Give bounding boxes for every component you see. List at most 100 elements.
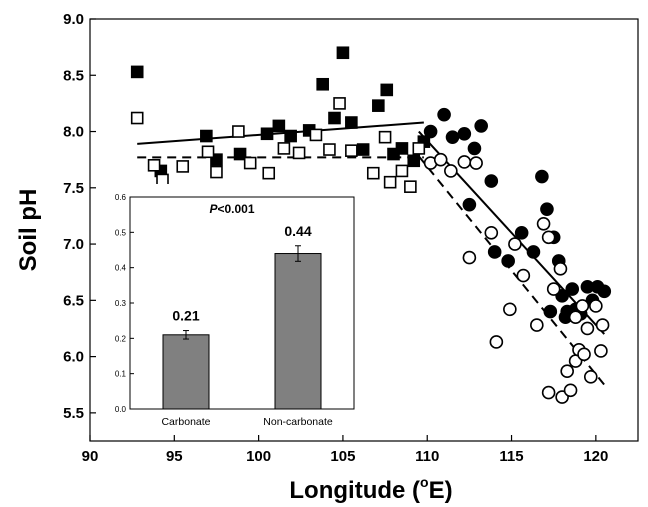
filled-circle-point: [501, 254, 515, 268]
open-square-point: [345, 144, 358, 157]
open-square-point: [176, 160, 190, 173]
filled-square-point: [345, 116, 358, 129]
x-tick-label: 115: [499, 448, 523, 465]
inset-background: [111, 184, 373, 417]
open-circle-point: [577, 347, 591, 362]
bar-data-label: 0.44: [284, 223, 311, 239]
inset-y-tick-label: 0.2: [115, 334, 127, 343]
open-square-point: [147, 158, 161, 172]
x-axis-title-main: Longitude (: [289, 477, 420, 504]
open-circle-point: [530, 318, 544, 332]
filled-circle-point: [526, 245, 541, 259]
filled-square-point: [200, 129, 213, 143]
x-axis-title: Longitude (oE): [289, 474, 452, 504]
open-square-point: [156, 173, 169, 187]
open-circle-point: [462, 250, 477, 265]
filled-square-point: [284, 129, 297, 143]
x-axis-title-degree: o: [420, 474, 429, 490]
open-circle-point: [457, 155, 472, 169]
open-square-point: [232, 125, 245, 138]
y-tick-label: 7.5: [63, 180, 84, 197]
open-square-point: [243, 156, 257, 170]
p-value-threshold: <0.001: [217, 202, 254, 216]
inset-y-tick-label: 0.3: [115, 299, 127, 308]
p-value-letter: P: [209, 202, 218, 216]
main-y-axis: 5.5 6.0 6.5 7.0 7.5 8.0 8.5 9.0: [63, 11, 96, 422]
y-tick-label: 9.0: [63, 11, 84, 28]
filled-square-point: [130, 65, 144, 79]
filled-circle-point: [514, 226, 529, 240]
inset-y-axis: 0.0 0.1 0.2 0.3 0.4 0.5 0.6: [115, 193, 134, 414]
filled-square-point: [210, 153, 223, 166]
open-circle-point: [536, 217, 551, 231]
main-plot-frame: [89, 18, 639, 442]
open-circle-point: [541, 230, 556, 245]
inset-bar: [162, 334, 210, 410]
open-circle-point: [583, 370, 598, 384]
filled-square-point: [395, 142, 409, 155]
x-tick-label: 120: [583, 448, 608, 465]
inset-y-tick-label: 0.0: [115, 405, 127, 414]
filled-circle-point: [474, 119, 488, 133]
inset-category-label: Non-carbonate: [263, 416, 333, 428]
open-circle-point: [433, 152, 448, 167]
open-square-point: [262, 166, 276, 180]
filled-circle-point: [467, 141, 482, 156]
x-axis-title-unit: E): [429, 477, 453, 504]
main-x-axis: 90 95 100 105 110 115 120: [82, 435, 608, 465]
open-square-point: [383, 175, 397, 189]
y-axis-title: Soil pH: [15, 189, 42, 272]
filled-square-point: [316, 77, 329, 91]
filled-circle-point: [423, 124, 438, 139]
inset-bar: [274, 253, 322, 410]
y-tick-label: 7.0: [63, 236, 84, 253]
y-tick-label: 6.5: [63, 292, 84, 309]
open-circle-point: [580, 321, 595, 336]
filled-circle-point: [462, 197, 477, 212]
x-tick-label: 110: [415, 448, 439, 465]
inset-y-tick-label: 0.1: [115, 370, 127, 379]
inset-y-tick-label: 0.4: [115, 264, 127, 273]
filled-circle-point: [543, 304, 558, 319]
y-tick-label: 8.0: [63, 124, 84, 141]
open-circle-point: [508, 237, 522, 251]
open-square-point: [323, 143, 336, 156]
open-circle-point: [516, 268, 531, 283]
filled-circle-point: [540, 202, 554, 216]
filled-circle-point: [457, 126, 472, 141]
open-square-point: [210, 165, 223, 179]
x-tick-label: 95: [166, 448, 183, 465]
bar-data-label: 0.21: [172, 308, 199, 324]
filled-square-point: [233, 147, 247, 161]
open-circle-point: [594, 344, 608, 358]
y-tick-label: 8.5: [63, 67, 84, 84]
open-square-point: [277, 142, 291, 155]
open-square-point: [395, 164, 409, 178]
filled-square-point: [407, 154, 421, 168]
filled-circle-point: [484, 174, 499, 188]
scatter-points: [130, 46, 612, 404]
open-circle-point: [489, 335, 504, 349]
filled-circle-point: [487, 245, 502, 259]
open-square-point: [201, 145, 215, 159]
inset-y-tick-label: 0.6: [115, 193, 127, 202]
filled-square-point: [260, 127, 274, 141]
filled-square-point: [328, 111, 341, 125]
open-circle-point: [469, 156, 483, 170]
trend-line-solid: [137, 121, 424, 145]
x-tick-label: 100: [246, 448, 271, 465]
x-tick-label: 90: [82, 448, 99, 465]
open-square-point: [378, 130, 392, 144]
filled-square-point: [380, 83, 394, 97]
filled-circle-point: [565, 282, 580, 296]
open-square-point: [292, 146, 306, 160]
open-circle-point: [541, 385, 556, 400]
open-circle-point: [484, 226, 499, 240]
open-circle-point: [503, 302, 517, 317]
y-tick-label: 5.5: [63, 405, 84, 422]
y-tick-label: 6.0: [63, 349, 84, 366]
inset-bars: 0.21 Carbonate 0.44 Non-carbonate: [161, 223, 332, 428]
open-circle-point: [568, 310, 583, 325]
open-square-point: [130, 111, 144, 125]
p-value-label: P<0.001: [209, 202, 254, 216]
